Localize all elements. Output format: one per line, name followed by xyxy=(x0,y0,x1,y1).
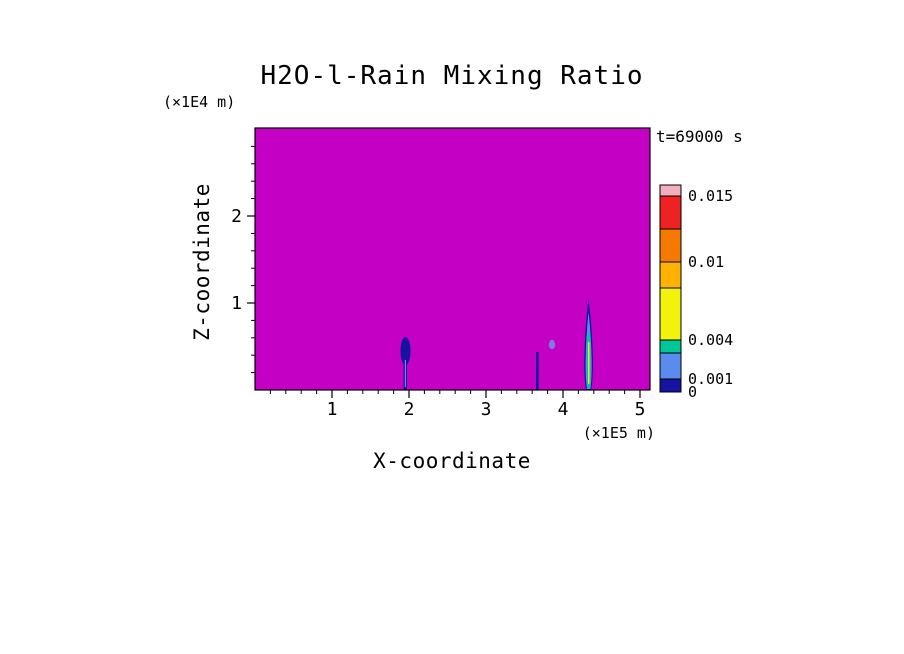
rain-shaft-x2 xyxy=(404,360,406,387)
rain-dot-x3p9 xyxy=(548,339,556,350)
x-axis-label: X-coordinate xyxy=(373,449,531,473)
colorbar-segment xyxy=(659,339,682,354)
rain-shaft-x2 xyxy=(400,337,411,365)
x-tick-label: 1 xyxy=(327,399,338,420)
x-tick-label: 3 xyxy=(481,399,492,420)
y-axis-unit-label: (×1E4 m) xyxy=(163,93,235,111)
colorbar-segment xyxy=(659,184,682,197)
colorbar-segment xyxy=(659,378,682,393)
chart-title: H2O-l-Rain Mixing Ratio xyxy=(260,61,643,91)
colorbar-segment xyxy=(659,195,682,230)
rain-features-layer xyxy=(400,298,593,390)
plot-area xyxy=(254,127,651,391)
colorbar-segment xyxy=(659,228,682,263)
colorbar-label: 0 xyxy=(688,383,697,401)
x-axis-unit-label: (×1E5 m) xyxy=(583,424,655,442)
colorbar-label: 0.004 xyxy=(688,331,733,349)
rain-streak-x3p7 xyxy=(536,352,539,390)
x-tick-label: 5 xyxy=(635,399,646,420)
colorbar-segment xyxy=(659,287,682,341)
y-tick-label: 2 xyxy=(231,206,242,227)
x-tick-label: 4 xyxy=(558,399,569,420)
y-tick-label: 1 xyxy=(231,293,242,314)
colorbar-label: 0.01 xyxy=(688,253,724,271)
colorbar-label: 0.001 xyxy=(688,370,733,388)
y-axis-ticks: 12 xyxy=(231,145,255,374)
colorbar-segment xyxy=(659,261,682,289)
x-tick-label: 2 xyxy=(404,399,415,420)
y-axis-label: Z-coordinate xyxy=(190,183,214,341)
rain-shaft-x4p3 xyxy=(588,342,590,384)
colorbar-segment xyxy=(659,352,682,380)
plot-frame xyxy=(254,127,651,391)
time-annotation: t=69000 s xyxy=(656,127,743,146)
x-axis-ticks: 1 2 3 4 5 xyxy=(269,390,646,420)
colorbar-label: 0.015 xyxy=(688,187,733,205)
